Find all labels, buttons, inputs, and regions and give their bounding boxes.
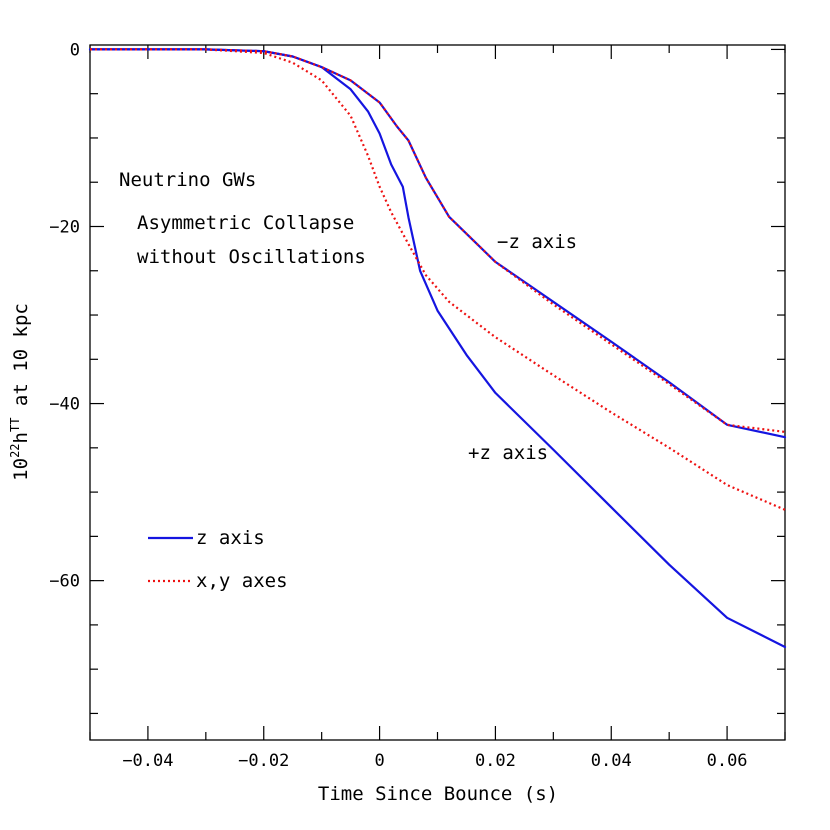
- legend-label-z-axis: z axis: [196, 527, 265, 549]
- legend-label-xy-axes: x,y axes: [196, 570, 288, 592]
- series-line-1: [88, 48, 787, 649]
- y-axis-label-rest: at 10 kpc: [10, 303, 32, 417]
- series-line-0: [88, 48, 787, 439]
- annotation-minus-z-axis: −z axis: [497, 231, 577, 253]
- series-line-3: [90, 48, 786, 511]
- axis-ticks: [89, 45, 786, 740]
- y-axis-label: 1022hTT at 10 kpc: [8, 303, 32, 481]
- y-axis-label-h: h: [10, 432, 32, 443]
- series-line-2: [90, 48, 786, 433]
- annotation-neutrino-gws: Neutrino GWs: [119, 169, 256, 191]
- series-lines: [88, 48, 787, 649]
- y-tick-label: −20: [49, 217, 80, 237]
- x-axis-label: Time Since Bounce (s): [318, 783, 558, 805]
- annotation-plus-z-axis: +z axis: [468, 442, 548, 464]
- x-tick-label: 0.02: [475, 751, 516, 771]
- plot-frame: [89, 44, 786, 741]
- axis-tick-labels: −0.04 −0.02 0 0.02 0.04 0.06 0 −20 −40 −60: [49, 40, 747, 771]
- x-tick-label: −0.02: [238, 751, 289, 771]
- x-tick-label: 0.04: [591, 751, 632, 771]
- y-tick-label: −60: [49, 572, 80, 592]
- y-tick-label: 0: [70, 40, 80, 60]
- annotation-asymmetric-collapse: Asymmetric Collapse: [137, 212, 354, 234]
- annotation-without-oscillations: without Oscillations: [137, 246, 366, 268]
- x-tick-label: 0: [374, 751, 384, 771]
- y-axis-label-tt: TT: [8, 418, 22, 432]
- x-tick-label: −0.04: [122, 751, 173, 771]
- x-tick-label: 0.06: [707, 751, 748, 771]
- y-axis-label-exponent: 22: [8, 443, 22, 457]
- y-axis-label-base: 10: [10, 458, 32, 481]
- y-tick-label: −40: [49, 395, 80, 415]
